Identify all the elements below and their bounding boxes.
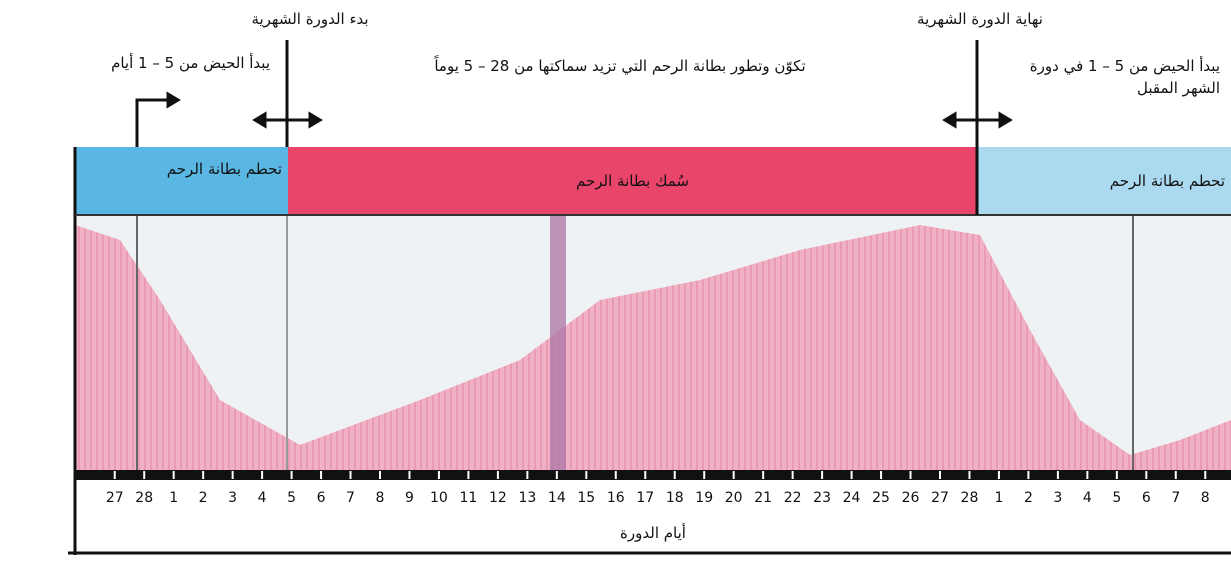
day-label: 17 <box>636 490 655 506</box>
day-label: 5 <box>1112 490 1122 506</box>
day-label: 21 <box>754 490 773 506</box>
ovulation-marker <box>550 215 566 470</box>
day-label: 15 <box>577 490 596 506</box>
day-label: 1 <box>994 490 1004 506</box>
day-label: 5 <box>287 490 297 506</box>
day-label: 7 <box>346 490 355 506</box>
day-label: 14 <box>547 490 566 506</box>
day-label: 27 <box>931 490 949 506</box>
band-breakdown-right <box>977 147 1231 215</box>
day-label: 3 <box>1053 490 1063 506</box>
day-label: 1 <box>169 490 179 506</box>
day-label: 18 <box>665 490 684 506</box>
day-label: 8 <box>1200 490 1210 506</box>
day-label: 3 <box>228 490 238 506</box>
day-label: 2 <box>198 490 208 506</box>
day-label: 9 <box>405 490 414 506</box>
day-label: 22 <box>783 490 802 506</box>
day-label: 12 <box>488 490 507 506</box>
endometrium-wave <box>75 215 1231 470</box>
arrows <box>135 91 1013 147</box>
day-label: 2 <box>1023 490 1033 506</box>
label: يبدأ الحيض من 5 – 1 أيام <box>111 54 270 72</box>
day-label: 6 <box>316 490 326 506</box>
axis-title: أيام الدورة <box>620 524 686 542</box>
day-label: 8 <box>375 490 385 506</box>
day-label: 11 <box>459 490 478 506</box>
day-label: 19 <box>695 490 714 506</box>
day-label: 27 <box>105 490 124 506</box>
day-label: 4 <box>257 490 267 506</box>
day-label: 16 <box>606 490 625 506</box>
day-label: 10 <box>430 490 448 506</box>
band-label: تحطم بطانة الرحم <box>1109 172 1225 190</box>
day-label: 28 <box>960 490 979 506</box>
day-label: 25 <box>872 490 890 506</box>
label: بدء الدورة الشهرية <box>251 10 369 28</box>
day-label: 20 <box>724 490 743 506</box>
day-label: 6 <box>1141 490 1151 506</box>
band-breakdown-left <box>75 147 288 215</box>
day-label: 4 <box>1082 490 1092 506</box>
day-label: 28 <box>135 490 154 506</box>
day-label: 26 <box>901 490 920 506</box>
label: يبدأ الحيض من 5 – 1 في دورة الشهر المقبل <box>1029 57 1220 97</box>
day-label: 24 <box>842 490 861 506</box>
band-label: سُمك بطانة الرحم <box>576 172 689 190</box>
day-label: 13 <box>518 490 537 506</box>
label: نهاية الدورة الشهرية <box>917 10 1043 28</box>
band-label: تحطم بطانة الرحم <box>166 160 282 178</box>
tick-strip <box>75 470 1231 480</box>
label: تكوّن وتطور بطانة الرحم التي تزيد سماكته… <box>434 57 806 75</box>
day-label: 23 <box>813 490 831 506</box>
band-thickening <box>288 147 977 215</box>
day-label: 7 <box>1171 490 1181 506</box>
